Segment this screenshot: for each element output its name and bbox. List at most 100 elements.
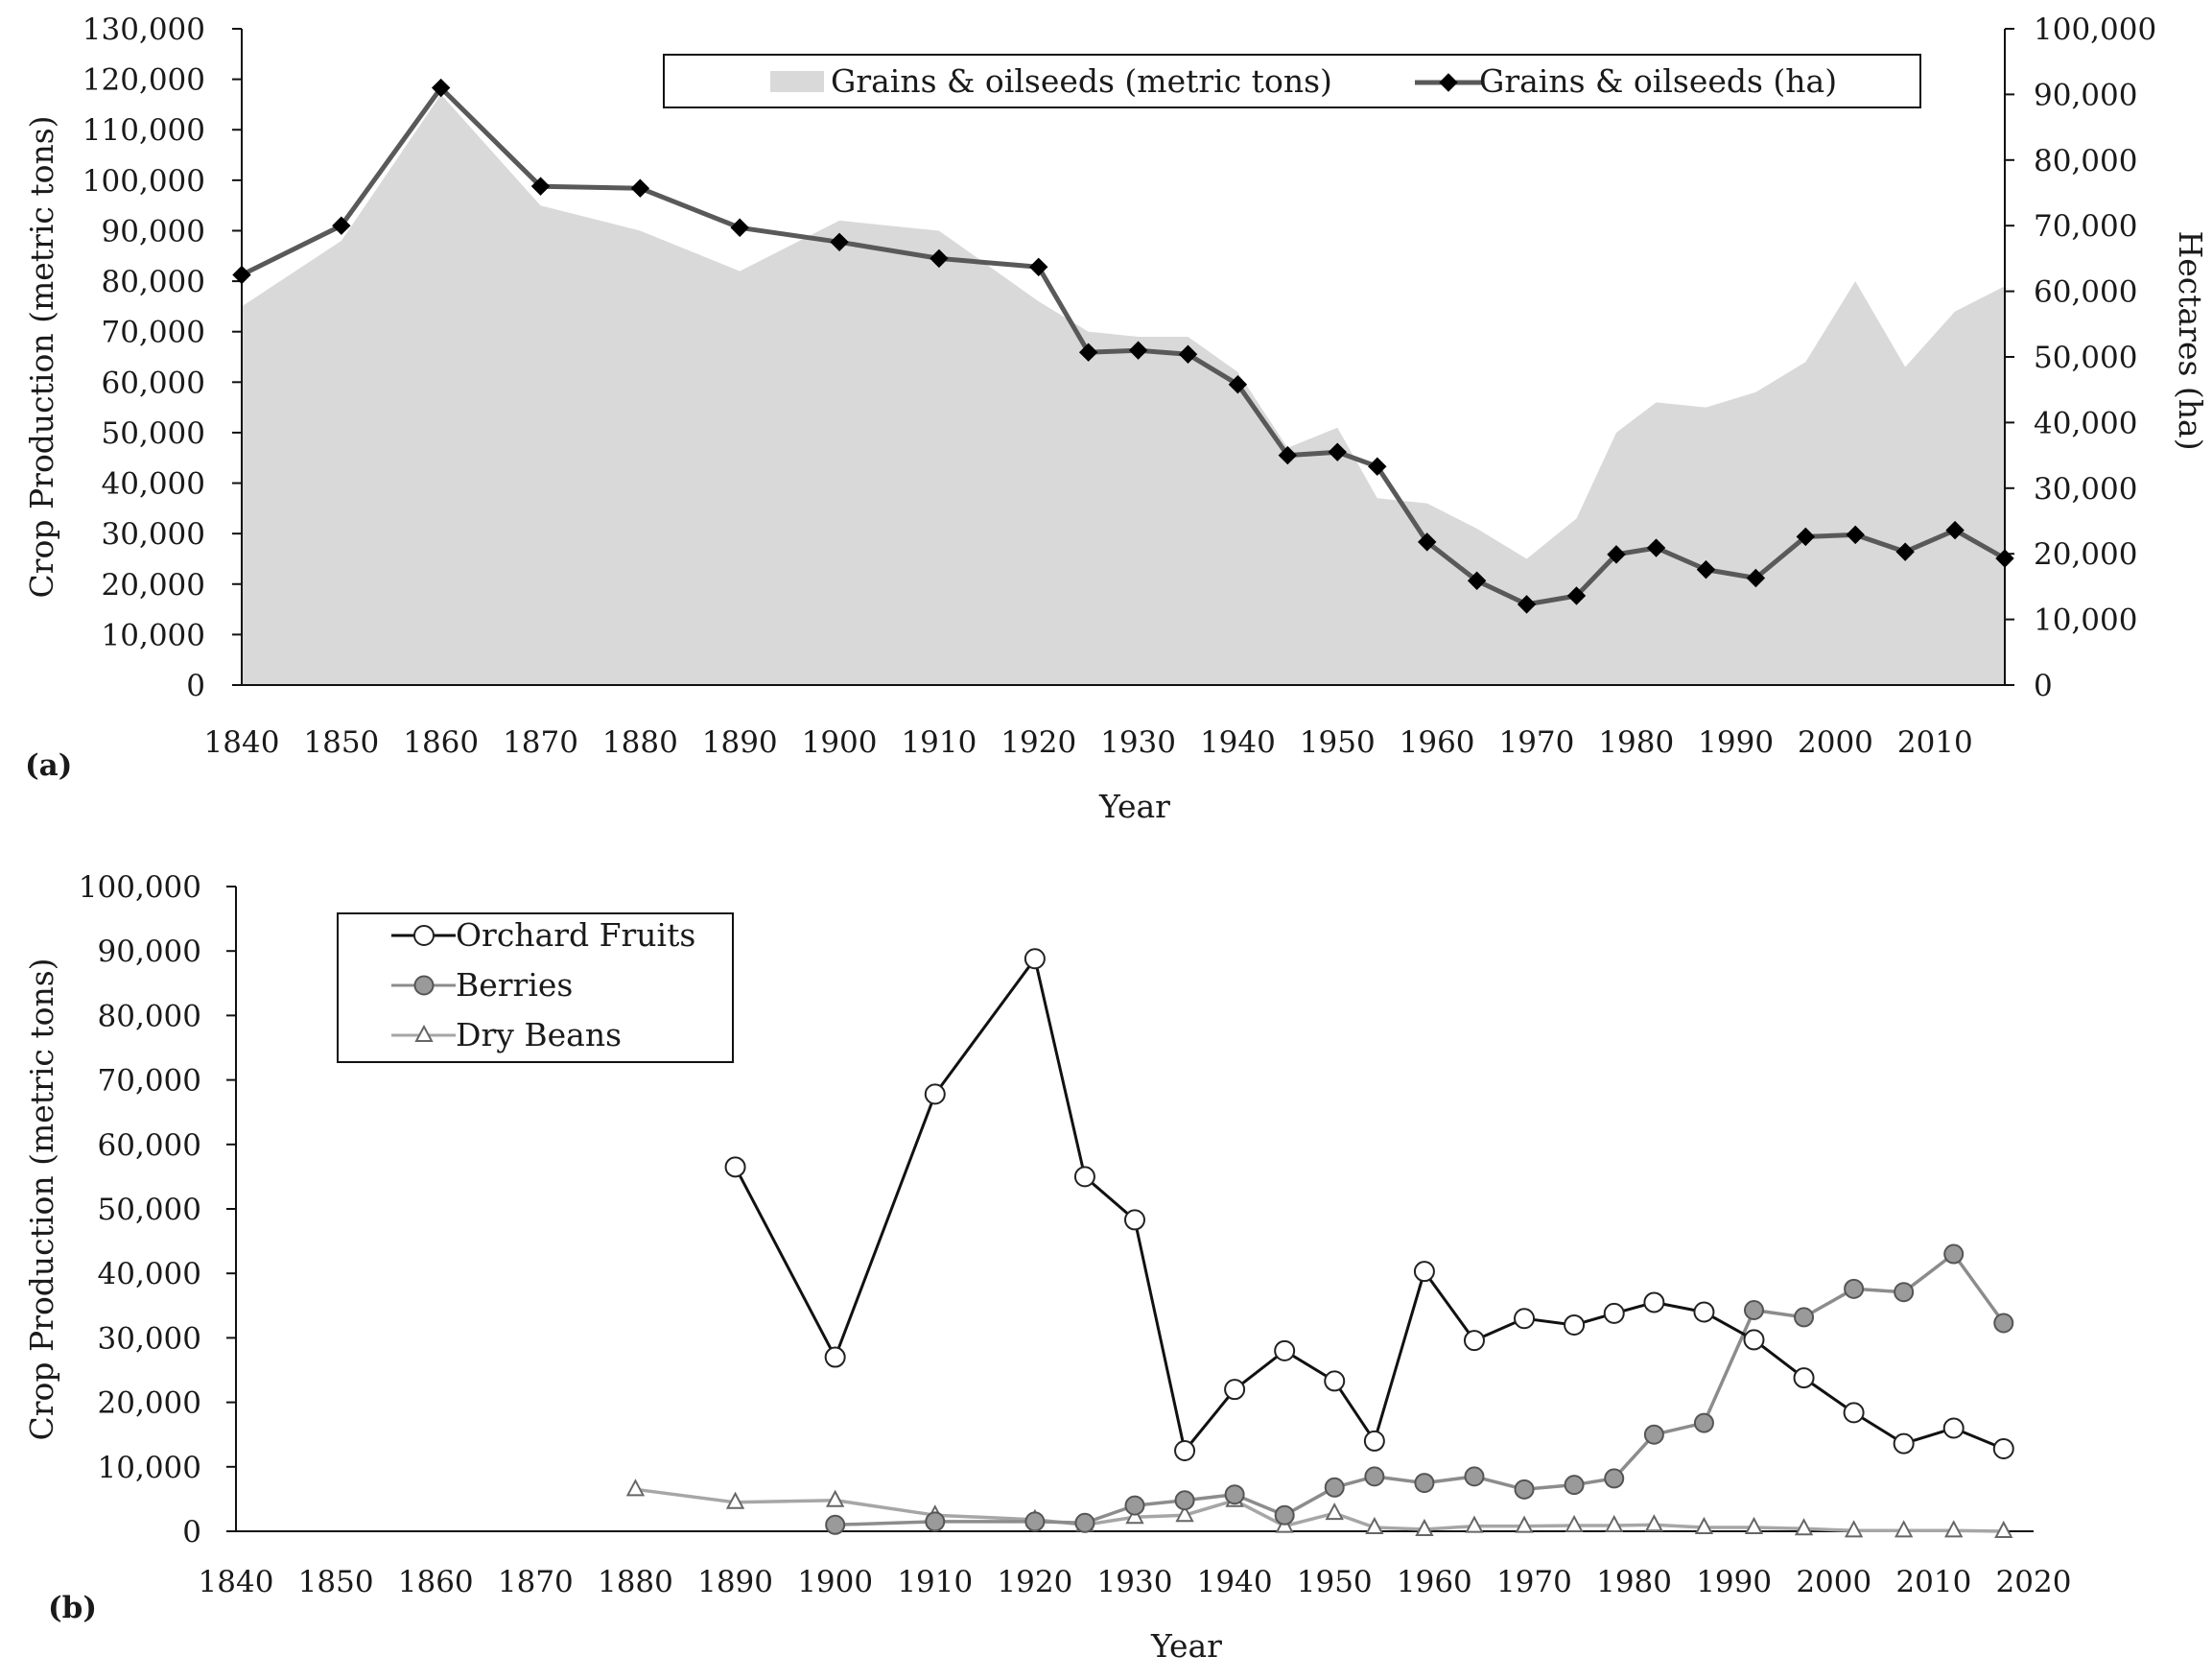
y2-axis-title: Hectares (ha): [2172, 230, 2209, 450]
point-berries: [1943, 1243, 1965, 1265]
point-orchard-fruits: [1643, 1291, 1665, 1313]
point-grains-hectares: [1945, 520, 1965, 540]
point-grains-hectares: [1467, 571, 1487, 590]
x-tick-label: 1880: [598, 1565, 673, 1599]
point-orchard-fruits: [1893, 1432, 1915, 1455]
x-tick-label: 1860: [403, 725, 479, 760]
y2-tick-label: 80,000: [2034, 144, 2137, 178]
point-berries: [1604, 1468, 1625, 1489]
point-grains-hectares: [1796, 527, 1816, 547]
point-dry-beans: [1994, 1520, 2013, 1538]
point-dry-beans: [1605, 1514, 1624, 1532]
point-orchard-fruits: [1743, 1329, 1765, 1351]
y-tick-label: 40,000: [98, 1257, 201, 1291]
point-orchard-fruits: [1274, 1339, 1296, 1361]
point-grains-hectares: [1746, 568, 1766, 588]
y-tick-label: 90,000: [98, 935, 201, 969]
x-tick-label: 1850: [298, 1565, 374, 1599]
x-tick-label: 1950: [1297, 1565, 1373, 1599]
point-grains-hectares: [1128, 341, 1148, 360]
point-grains-hectares: [1178, 344, 1198, 364]
point-berries: [1464, 1466, 1485, 1487]
y-tick-label: 30,000: [102, 517, 205, 552]
point-orchard-fruits: [724, 1156, 746, 1178]
y-axis-title: Crop Production (metric tons): [23, 958, 60, 1440]
point-orchard-fruits: [1413, 1261, 1435, 1283]
y-tick-label: 30,000: [98, 1321, 201, 1356]
x-tick-label: 1910: [901, 725, 977, 760]
x-tick-label: 1920: [1000, 725, 1076, 760]
point-dry-beans: [1944, 1520, 1964, 1538]
legend-marker-orchard-fruits: [413, 925, 435, 946]
point-berries: [1844, 1278, 1865, 1299]
point-dry-beans: [1365, 1516, 1384, 1534]
y-tick-label: 40,000: [102, 467, 205, 502]
x-tick-label: 2010: [1897, 725, 1973, 760]
point-grains-hectares: [232, 265, 251, 285]
y-tick-label: 110,000: [82, 113, 205, 148]
y-tick-label: 50,000: [102, 416, 205, 451]
y-tick-label: 80,000: [102, 265, 205, 299]
point-grains-hectares: [1607, 545, 1626, 564]
point-grains-hectares: [1995, 549, 2014, 568]
point-orchard-fruits: [1693, 1301, 1715, 1323]
point-grains-hectares: [1696, 559, 1716, 580]
x-tick-label: 1980: [1596, 1565, 1672, 1599]
point-grains-hectares: [431, 78, 451, 98]
point-orchard-fruits: [1992, 1437, 2014, 1459]
point-dry-beans: [826, 1489, 845, 1507]
point-berries: [1274, 1504, 1295, 1526]
y-tick-label: 20,000: [98, 1386, 201, 1421]
point-dry-beans: [1894, 1520, 1914, 1538]
y2-tick-label: 40,000: [2034, 406, 2137, 440]
panel-label-a: (a): [25, 748, 72, 783]
y-tick-label: 100,000: [79, 870, 201, 905]
y2-tick-label: 100,000: [2034, 12, 2156, 47]
area-grains-metric-tons: [242, 94, 2005, 685]
point-berries: [1024, 1511, 1046, 1532]
y2-tick-label: 60,000: [2034, 275, 2137, 310]
x-tick-label: 1880: [602, 725, 678, 760]
x-axis-title: Year: [1098, 788, 1170, 825]
y2-tick-label: 50,000: [2034, 341, 2137, 375]
y-tick-label: 10,000: [98, 1451, 201, 1485]
point-grains-hectares: [1228, 375, 1248, 394]
point-berries: [1743, 1300, 1764, 1321]
y2-tick-label: 10,000: [2034, 603, 2137, 638]
point-dry-beans: [1694, 1516, 1714, 1534]
point-dry-beans: [1325, 1503, 1344, 1521]
x-tick-label: 1960: [1400, 725, 1475, 760]
y-tick-label: 100,000: [82, 164, 205, 199]
point-berries: [1564, 1475, 1585, 1496]
y-tick-label: 10,000: [102, 618, 205, 652]
x-tick-label: 1870: [503, 725, 578, 760]
point-grains-hectares: [1029, 257, 1048, 276]
point-dry-beans: [625, 1479, 646, 1497]
point-grains-hectares: [830, 232, 849, 252]
x-tick-label: 2020: [1996, 1565, 2072, 1599]
point-orchard-fruits: [924, 1083, 946, 1105]
point-dry-beans: [1175, 1504, 1194, 1523]
point-berries: [825, 1514, 846, 1535]
point-dry-beans: [1125, 1506, 1144, 1525]
y-tick-label: 60,000: [98, 1128, 201, 1163]
x-tick-label: 1910: [897, 1565, 973, 1599]
x-tick-label: 1840: [204, 725, 280, 760]
point-orchard-fruits: [1942, 1417, 1965, 1439]
y2-tick-label: 0: [2034, 669, 2053, 703]
point-berries: [1794, 1307, 1815, 1328]
point-berries: [1514, 1479, 1535, 1500]
y2-tick-label: 70,000: [2034, 209, 2137, 244]
point-berries: [1364, 1466, 1385, 1487]
legend-marker-berries: [413, 975, 435, 996]
x-tick-label: 1840: [199, 1565, 274, 1599]
legend-marker-dry-beans: [414, 1024, 434, 1042]
x-tick-label: 1890: [702, 725, 778, 760]
y2-tick-label: 20,000: [2034, 537, 2137, 572]
point-grains-hectares: [630, 178, 650, 198]
legend-label-orchard-fruits: Orchard Fruits: [456, 916, 695, 954]
x-tick-label: 1890: [697, 1565, 773, 1599]
y2-tick-label: 90,000: [2034, 78, 2137, 112]
point-orchard-fruits: [1363, 1430, 1385, 1452]
x-tick-label: 1860: [398, 1565, 474, 1599]
